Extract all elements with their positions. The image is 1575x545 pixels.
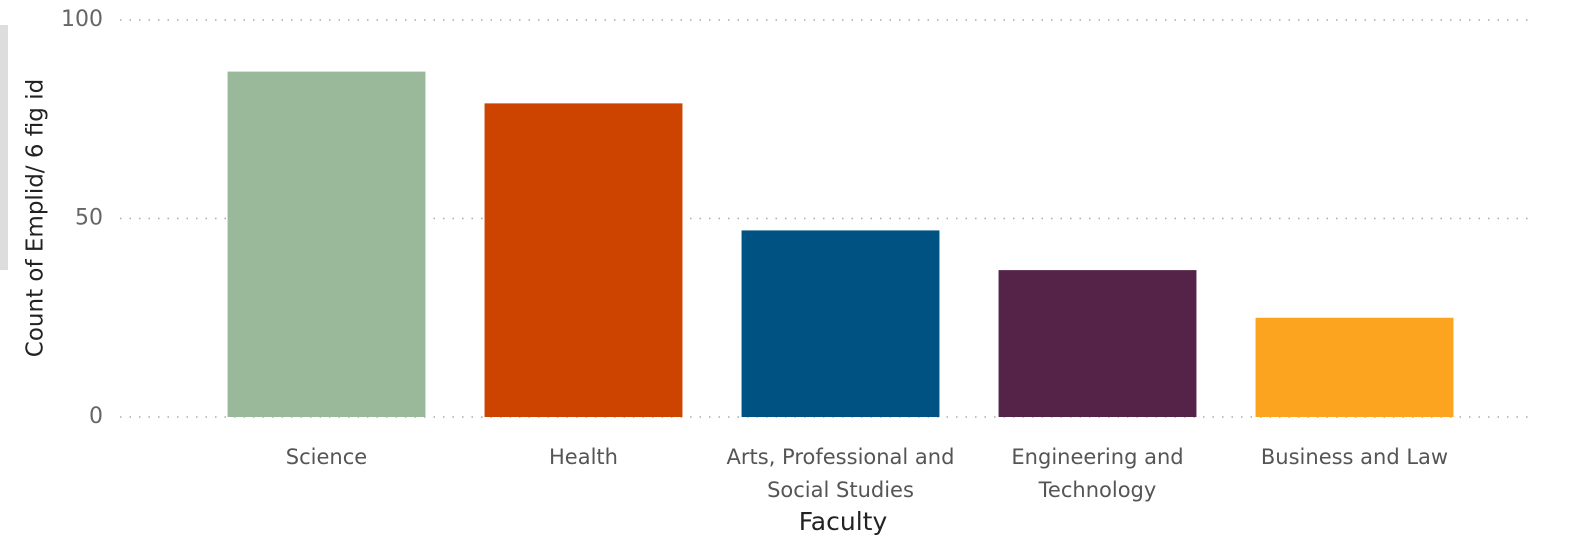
x-tick-label: Science [285, 445, 368, 469]
y-tick-label: 100 [61, 7, 103, 32]
x-tick-label: Health [549, 445, 618, 469]
bar [998, 270, 1197, 417]
bar [227, 71, 426, 418]
bar [741, 230, 940, 417]
y-tick-label: 0 [89, 404, 103, 429]
bar [484, 103, 683, 418]
x-tick-label: Arts, Professional and Social Studies [726, 445, 955, 502]
y-axis-title: Count of Emplid/ 6 fig id [23, 79, 49, 357]
bar [1255, 317, 1454, 417]
x-tick-label: Business and Law [1260, 445, 1449, 469]
x-tick-label: Engineering and Technology [1011, 445, 1184, 502]
side-strip [0, 25, 8, 270]
x-axis-title: Faculty [799, 507, 888, 536]
y-tick-label: 50 [75, 206, 103, 231]
